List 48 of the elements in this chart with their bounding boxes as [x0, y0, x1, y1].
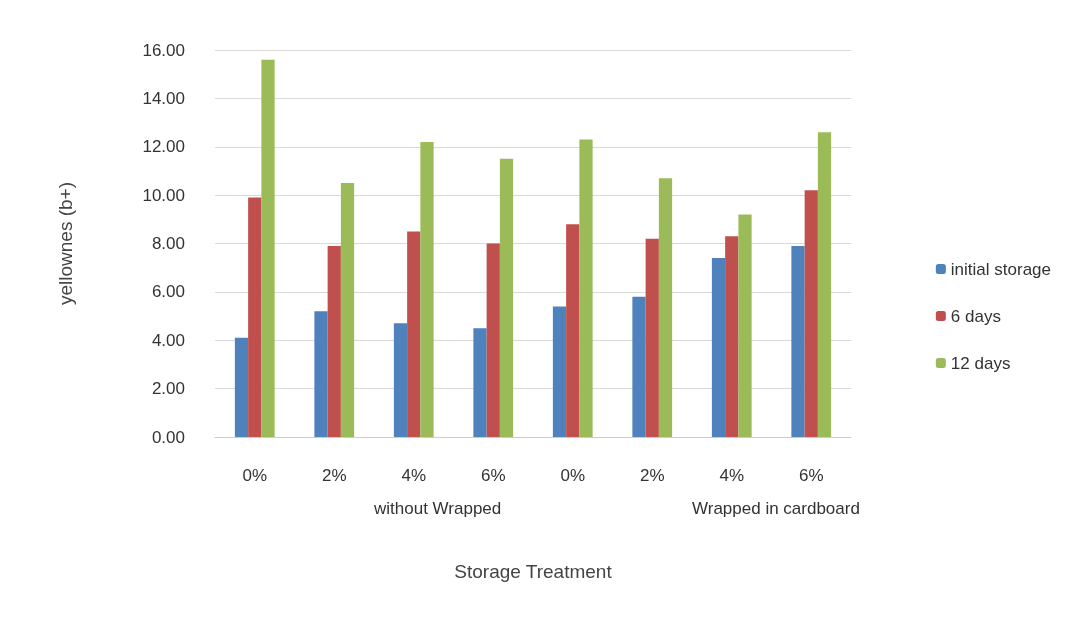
bar — [552, 306, 567, 437]
bar — [645, 238, 659, 437]
bar — [486, 243, 500, 437]
bar — [711, 258, 726, 437]
bar — [817, 132, 832, 437]
legend-label: 6 days — [950, 306, 1001, 326]
bar — [473, 328, 487, 437]
x-tick-label: 2% — [639, 466, 665, 485]
bar — [632, 296, 646, 437]
bar — [340, 183, 355, 437]
bar — [579, 139, 593, 437]
legend-label: initial storage — [950, 259, 1052, 279]
bar — [804, 190, 818, 437]
y-tick-label: 8.00 — [151, 234, 185, 253]
x-tick-label: 4% — [401, 466, 427, 485]
bar — [327, 245, 341, 437]
x-tick-label: 0% — [560, 466, 586, 485]
bar — [393, 323, 408, 437]
bar — [566, 224, 580, 437]
y-tick-label: 14.00 — [142, 88, 185, 108]
bar — [314, 311, 328, 437]
y-tick-label: 6.00 — [151, 282, 185, 302]
bar — [420, 141, 434, 437]
y-tick-label: 16.00 — [142, 40, 185, 60]
x-tick-label: 6% — [798, 466, 824, 485]
x-tick-label: 6% — [480, 466, 506, 485]
y-axis-title: yellownes (b+) — [55, 181, 76, 306]
y-tick-label: 2.00 — [151, 379, 185, 399]
bar — [725, 236, 739, 437]
bar — [658, 178, 673, 437]
bar — [499, 158, 514, 437]
bar — [234, 337, 249, 437]
text: without Wrapped — [373, 499, 502, 518]
x-tick-label: 4% — [719, 466, 745, 485]
bar — [261, 59, 275, 437]
bar — [248, 197, 262, 437]
y-tick-label: 0.00 — [151, 427, 185, 447]
x-tick-label: 0% — [242, 466, 268, 485]
y-tick-label: 10.00 — [142, 185, 185, 205]
text: Wrapped in cardboard — [692, 499, 860, 518]
bar — [738, 214, 752, 437]
y-tick-label: 4.00 — [151, 330, 185, 350]
bar — [791, 245, 805, 437]
legend-label: 12 days — [950, 353, 1011, 373]
x-tick-label: 2% — [321, 466, 347, 485]
x-axis-title: Storage Treatment — [454, 561, 613, 582]
y-tick-label: 12.00 — [142, 137, 185, 157]
bar — [407, 231, 421, 437]
